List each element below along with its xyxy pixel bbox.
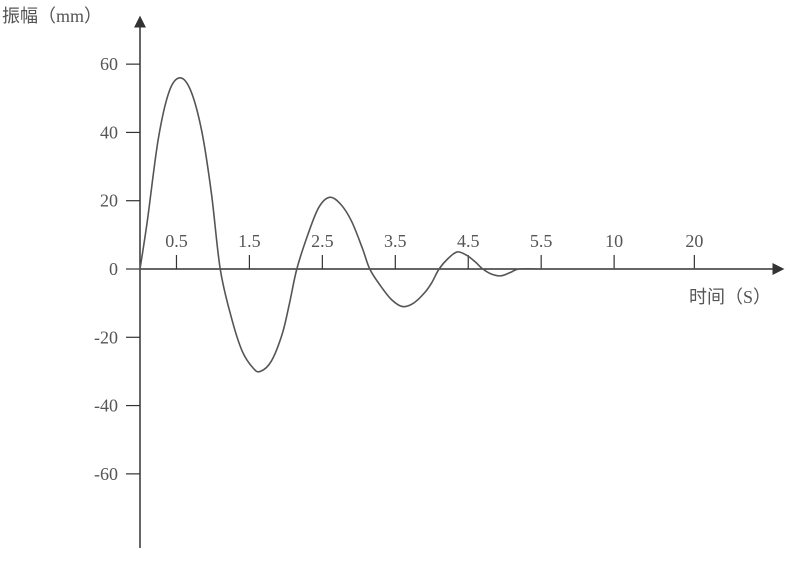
x-axis-label: 时间（S）	[689, 287, 771, 307]
y-tick-label: 20	[100, 191, 118, 211]
x-tick-label: 5.5	[530, 231, 553, 251]
y-tick-label: 60	[100, 54, 118, 74]
y-tick-label: 40	[100, 122, 118, 142]
x-tick-label: 4.5	[457, 231, 480, 251]
x-tick-label: 10	[605, 231, 623, 251]
y-tick-label: -40	[94, 396, 118, 416]
y-tick-label: 0	[109, 259, 118, 279]
y-axis-label: 振幅（mm）	[2, 6, 102, 26]
y-tick-label: -20	[94, 327, 118, 347]
damped-oscillation-chart: -60 -40 -20 0 20 40 60 0.5 1.5 2.5 3.5 4.5 5.5 10 20 振幅…	[0, 0, 800, 568]
x-tick-label: 20	[685, 231, 703, 251]
y-tick-label: -60	[94, 464, 118, 484]
x-tick-label: 3.5	[384, 231, 407, 251]
x-tick-label: 0.5	[165, 231, 188, 251]
x-tick-label: 2.5	[311, 231, 334, 251]
x-tick-label: 1.5	[238, 231, 261, 251]
